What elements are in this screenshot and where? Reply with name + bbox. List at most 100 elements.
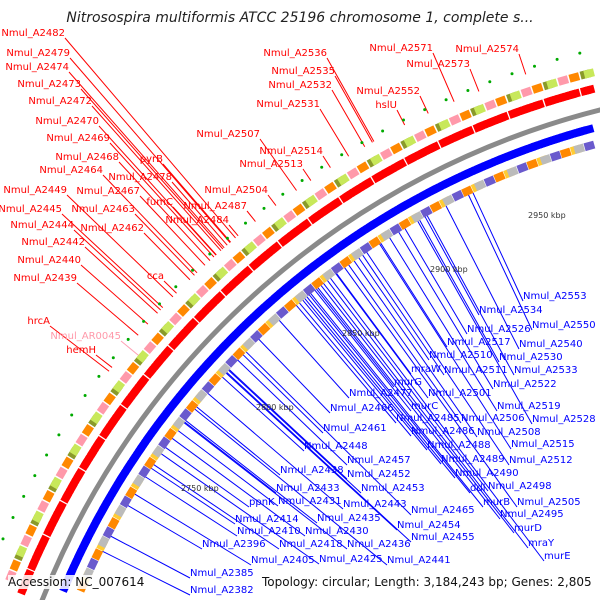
gene-feature[interactable]: [232, 347, 246, 361]
gene-label[interactable]: Nmul_A2528: [532, 414, 596, 425]
gene-feature[interactable]: [495, 95, 508, 107]
gene-feature[interactable]: [420, 205, 433, 218]
gene-feature[interactable]: [252, 233, 266, 247]
gene-label[interactable]: Nmul_A2532: [268, 80, 332, 91]
gene-label[interactable]: Nmul_A2508: [477, 427, 541, 438]
gene-feature[interactable]: [583, 84, 596, 96]
gene-label[interactable]: Nmul_A2452: [347, 469, 411, 480]
gene-feature[interactable]: [112, 380, 126, 393]
gene-label[interactable]: Nmul_A2396: [202, 539, 266, 550]
gene-label[interactable]: Nmul_A2440: [17, 255, 81, 266]
gene-label[interactable]: Nmul_A2436: [347, 539, 411, 550]
gene-feature[interactable]: [322, 268, 336, 281]
gene-label[interactable]: Nmul_A2477: [349, 388, 413, 399]
gene-label[interactable]: Nmul_A2489: [441, 454, 505, 465]
gene-label[interactable]: hemH: [66, 345, 96, 356]
gene-label[interactable]: Nmul_A2442: [21, 237, 85, 248]
gene-feature[interactable]: [250, 330, 263, 343]
gene-feature[interactable]: [107, 516, 120, 530]
gene-label[interactable]: Nmul_A2488: [427, 440, 491, 451]
gene-feature[interactable]: [569, 88, 581, 99]
gene-feature[interactable]: [403, 135, 417, 148]
gene-label[interactable]: Nmul_A2467: [76, 186, 140, 197]
gene-feature[interactable]: [506, 166, 519, 178]
gene-label[interactable]: Nmul_A2410: [237, 526, 301, 537]
gene-label[interactable]: murB: [483, 497, 511, 508]
gene-feature[interactable]: [369, 153, 383, 166]
gene-feature[interactable]: [261, 226, 275, 240]
gene-label[interactable]: fumC: [146, 197, 173, 208]
gene-feature[interactable]: [283, 210, 297, 223]
gene-feature[interactable]: [32, 510, 44, 524]
gene-label[interactable]: Nmul_A2495: [500, 509, 564, 520]
gene-feature[interactable]: [223, 258, 237, 272]
gene-label[interactable]: Nmul_A2433: [276, 483, 340, 494]
gene-feature[interactable]: [169, 312, 182, 326]
gene-label[interactable]: Nmul_A2486: [411, 426, 475, 437]
gene-feature[interactable]: [268, 241, 282, 255]
gene-feature[interactable]: [429, 201, 443, 213]
gene-label[interactable]: Nmul_A2457: [347, 455, 411, 466]
gene-feature[interactable]: [483, 175, 496, 187]
gene-label[interactable]: Nmul_A2540: [519, 339, 583, 350]
gene-feature[interactable]: [520, 86, 533, 98]
gene-feature[interactable]: [160, 345, 174, 359]
gene-label[interactable]: Nmul_AR0045: [50, 331, 121, 342]
gene-feature[interactable]: [330, 262, 344, 275]
gene-label[interactable]: Nmul_A2468: [55, 152, 119, 163]
gene-label[interactable]: Nmul_A2439: [13, 273, 77, 284]
gene-feature[interactable]: [532, 99, 545, 111]
gene-feature[interactable]: [186, 317, 199, 331]
gene-feature[interactable]: [42, 490, 55, 503]
gene-label[interactable]: Nmul_A2536: [263, 48, 327, 59]
gene-feature[interactable]: [368, 236, 382, 249]
gene-feature[interactable]: [298, 218, 312, 231]
gene-feature[interactable]: [187, 293, 201, 306]
gene-feature[interactable]: [218, 362, 231, 376]
gene-feature[interactable]: [497, 111, 510, 123]
gene-feature[interactable]: [557, 75, 570, 86]
gene-label[interactable]: pyrB: [139, 154, 163, 165]
gene-feature[interactable]: [324, 181, 337, 194]
gene-feature[interactable]: [86, 557, 99, 571]
gene-feature[interactable]: [424, 125, 437, 137]
gene-feature[interactable]: [329, 197, 343, 210]
gene-feature[interactable]: [204, 277, 217, 290]
gene-feature[interactable]: [314, 188, 328, 201]
gene-feature[interactable]: [526, 158, 539, 170]
gene-feature[interactable]: [583, 140, 596, 152]
gene-feature[interactable]: [582, 124, 595, 135]
gene-label[interactable]: Nmul_A2485: [396, 413, 460, 424]
gene-label[interactable]: Nmul_A2530: [499, 352, 563, 363]
gene-feature[interactable]: [359, 242, 373, 255]
gene-feature[interactable]: [164, 427, 177, 441]
gene-feature[interactable]: [143, 341, 157, 355]
gene-label[interactable]: Nmul_A2484: [165, 215, 229, 226]
gene-feature[interactable]: [96, 401, 110, 415]
gene-label[interactable]: Nmul_A2482: [1, 28, 65, 39]
gene-feature[interactable]: [55, 500, 67, 514]
gene-feature[interactable]: [292, 203, 306, 216]
gene-feature[interactable]: [509, 90, 522, 102]
gene-feature[interactable]: [414, 130, 427, 143]
gene-label[interactable]: Nmul_A2455: [411, 532, 475, 543]
gene-label[interactable]: Nmul_A2507: [196, 129, 260, 140]
gene-label[interactable]: Nmul_A2519: [497, 401, 561, 412]
gene-feature[interactable]: [37, 500, 50, 513]
gene-feature[interactable]: [350, 247, 364, 261]
gene-feature[interactable]: [9, 559, 21, 572]
gene-label[interactable]: Nmul_A2443: [343, 499, 407, 510]
gene-label[interactable]: Nmul_A2405: [251, 555, 315, 566]
gene-label[interactable]: Nmul_A2498: [488, 481, 552, 492]
gene-label[interactable]: Nmul_A2466: [330, 403, 394, 414]
gene-feature[interactable]: [114, 504, 127, 518]
gene-feature[interactable]: [136, 374, 150, 388]
gene-feature[interactable]: [69, 443, 82, 457]
gene-feature[interactable]: [240, 265, 253, 279]
gene-feature[interactable]: [337, 173, 350, 186]
gene-label[interactable]: Nmul_A2444: [10, 220, 74, 231]
gene-label[interactable]: Nmul_A2514: [259, 146, 323, 157]
gene-feature[interactable]: [179, 408, 192, 422]
gene-feature[interactable]: [15, 545, 28, 558]
gene-feature[interactable]: [339, 256, 353, 269]
